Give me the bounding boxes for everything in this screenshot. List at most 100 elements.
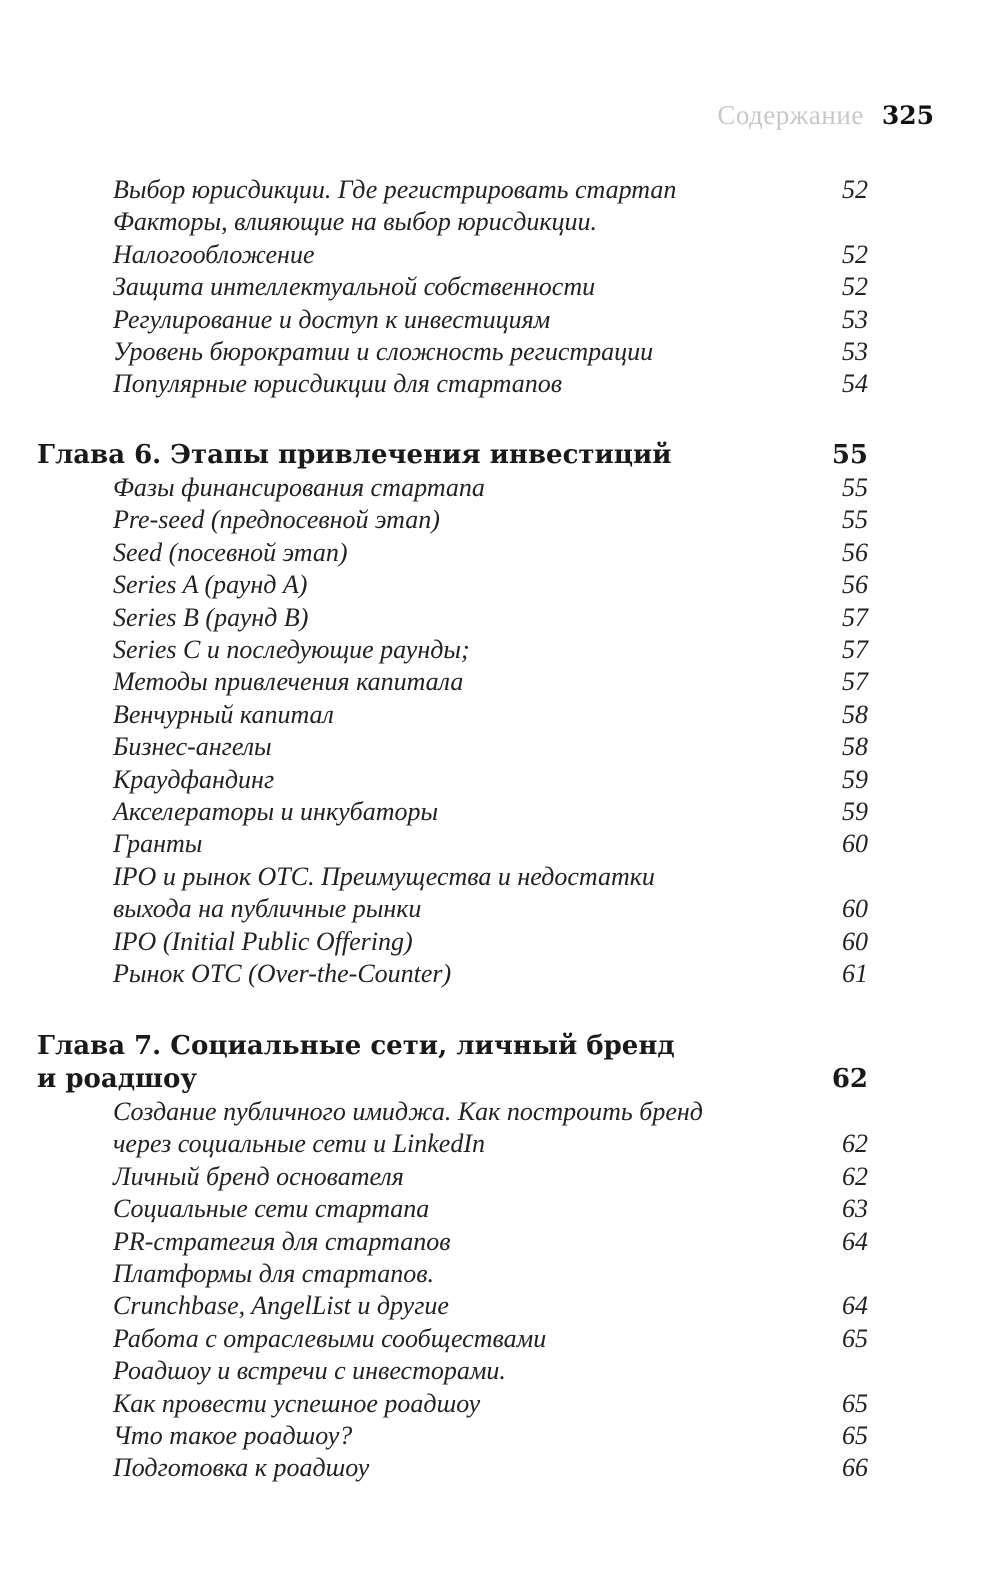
toc-entry[interactable]: Работа с отраслевыми сообществами 65 [113,1323,868,1355]
toc-entry-page: 52 [842,239,868,269]
toc-entry[interactable]: Роадшоу и встречи с инвесторами. Как про… [113,1355,868,1420]
toc-entry[interactable]: Выбор юрисдикции. Где регистрировать ста… [113,174,868,206]
page-number: 325 [881,101,934,130]
toc-entry-title: Регулирование и доступ к инвестициям [113,304,551,334]
toc-entry-title: Series B (раунд B) [113,602,309,632]
toc-entry-title: Гранты [113,829,203,859]
toc-entry-page: 64 [842,1291,868,1321]
toc-entry-title: Платформы для стартапов. Crunchbase, Ang… [113,1259,449,1321]
toc-entry-page: 55 [842,473,868,502]
toc-entry-page: 60 [842,829,868,859]
toc-entry-title: Роадшоу и встречи с инвесторами. Как про… [113,1356,506,1418]
toc-entry-title: Факторы, влияющие на выбор юрисдикции. Н… [113,207,598,269]
toc-entry-page: 54 [842,369,868,399]
chapter-page: 62 [831,1064,868,1094]
toc-entry-title: Работа с отраслевыми сообществами [113,1323,547,1353]
toc-entry-title: Pre-seed (предпосевной этап) [113,505,440,535]
toc-entry-title: IPO (Initial Public Offering) [113,926,413,956]
toc-entry-page: 56 [842,570,868,600]
chapter-title: Глава 7. Социальные сети, личный бренд и… [37,1031,675,1094]
toc-entry[interactable]: Защита интеллектуальной собственности 52 [113,271,868,303]
toc-entry[interactable]: PR-стратегия для стартапов 64 [113,1226,868,1258]
toc-entry-page: 61 [842,959,868,989]
toc-entry[interactable]: Регулирование и доступ к инвестициям 53 [113,304,868,336]
toc-entry-title: Уровень бюрократии и сложность регистрац… [113,337,654,367]
toc-entry-page: 65 [842,1388,868,1418]
toc-entry-title: Seed (посевной этап) [113,537,348,567]
toc-entry-page: 59 [842,797,868,827]
toc-entry[interactable]: Краудфандинг 59 [113,764,868,796]
toc-entry-title: Создание публичного имиджа. Как построит… [113,1097,703,1159]
toc-entry-page: 62 [842,1129,868,1159]
toc-section: Выбор юрисдикции. Где регистрировать ста… [0,174,1000,401]
toc-entry[interactable]: Акселераторы и инкубаторы 59 [113,796,868,828]
toc-entry[interactable]: Личный бренд основателя 62 [113,1161,868,1193]
toc-entry[interactable]: Популярные юрисдикции для стартапов 54 [113,368,868,400]
toc-entry-page: 57 [842,602,868,632]
toc-entry-title: Защита интеллектуальной собственности [113,272,596,302]
chapter-heading[interactable]: Глава 6. Этапы привлечения инвестиций 55 [37,439,868,472]
toc-entry-page: 58 [842,699,868,729]
chapter-page: 55 [831,440,868,470]
toc-entry[interactable]: Венчурный капитал 58 [113,699,868,731]
toc-entry[interactable]: Факторы, влияющие на выбор юрисдикции. Н… [113,206,868,271]
toc-entry[interactable]: Pre-seed (предпосевной этап) 55 [113,504,868,536]
running-head-title: Содержание [717,100,864,130]
toc-entry-title: Подготовка к роадшоу [113,1453,370,1483]
toc-entry-title: Выбор юрисдикции. Где регистрировать ста… [113,175,677,204]
toc-entry-page: 57 [842,635,868,665]
toc-entry[interactable]: Методы привлечения капитала 57 [113,666,868,698]
toc-entry[interactable]: Seed (посевной этап) 56 [113,537,868,569]
toc-entry-title: Акселераторы и инкубаторы [113,797,439,827]
toc-entry-page: 55 [842,505,868,535]
toc-entry-page: 60 [842,926,868,956]
toc-entry[interactable]: Бизнес-ангелы 58 [113,731,868,763]
toc-entry[interactable]: Series B (раунд B) 57 [113,602,868,634]
toc-entry-title: IPO и рынок OTC. Преимущества и недостат… [113,861,655,924]
toc-entry-title: Венчурный капитал [113,699,334,729]
chapter-heading[interactable]: Глава 7. Социальные сети, личный бренд и… [37,1030,868,1096]
toc-entry[interactable]: Социальные сети стартапа 63 [113,1193,868,1225]
toc-entry-title: Series A (раунд A) [113,570,308,600]
toc-entry[interactable]: Фазы финансирования стартапа 55 [113,472,868,504]
toc-entry-page: 57 [842,667,868,697]
toc-entry-page: 63 [842,1194,868,1224]
toc-entry-title: Что такое роадшоу? [113,1421,353,1451]
toc-entry-title: Series C и последующие раунды; [113,635,470,665]
toc-entry-title: Фазы финансирования стартапа [113,473,485,502]
toc-entry-title: Популярные юрисдикции для стартапов [113,369,563,399]
toc-entry[interactable]: Платформы для стартапов. Crunchbase, Ang… [113,1258,868,1323]
toc-entry[interactable]: IPO и рынок OTC. Преимущества и недостат… [113,861,868,926]
toc-entry-page: 65 [842,1421,868,1451]
toc-entry-title: Личный бренд основателя [113,1161,404,1191]
toc-entry[interactable]: Создание публичного имиджа. Как построит… [113,1096,868,1161]
toc-entry-title: Социальные сети стартапа [113,1194,430,1224]
toc-entry-page: 53 [842,304,868,334]
toc-entry[interactable]: Что такое роадшоу? 65 [113,1420,868,1452]
toc-entry[interactable]: Series C и последующие раунды; 57 [113,634,868,666]
toc-entry[interactable]: Уровень бюрократии и сложность регистрац… [113,336,868,368]
toc-entry-title: Методы привлечения капитала [113,667,464,697]
toc-section-chapter-6: Глава 6. Этапы привлечения инвестиций 55 Ф… [0,439,1000,991]
toc-entry-page: 56 [842,537,868,567]
toc-entry-title: PR-стратегия для стартапов [113,1226,451,1256]
toc-entry-page: 59 [842,764,868,794]
toc-entry-page: 60 [842,894,868,924]
toc-entry[interactable]: Подготовка к роадшоу 66 [113,1452,868,1484]
toc-entry-page: 62 [842,1161,868,1191]
toc-entry-page: 52 [842,175,868,204]
toc-entry-page: 58 [842,732,868,762]
toc-entry-page: 52 [842,272,868,302]
toc-entry-page: 66 [842,1453,868,1483]
toc-entry-title: Краудфандинг [113,764,275,794]
toc-section-chapter-7: Глава 7. Социальные сети, личный бренд и… [0,1030,1000,1485]
running-head: Содержание 325 [717,100,934,131]
toc-entry-page: 65 [842,1323,868,1353]
toc-entry[interactable]: IPO (Initial Public Offering) 60 [113,926,868,958]
toc-entry-page: 53 [842,337,868,367]
toc-entry[interactable]: Гранты 60 [113,828,868,860]
toc-entry-page: 64 [842,1226,868,1256]
toc-entry[interactable]: Рынок OTC (Over-the-Counter) 61 [113,958,868,990]
toc-entry[interactable]: Series A (раунд A) 56 [113,569,868,601]
chapter-title: Глава 6. Этапы привлечения инвестиций [37,440,672,470]
